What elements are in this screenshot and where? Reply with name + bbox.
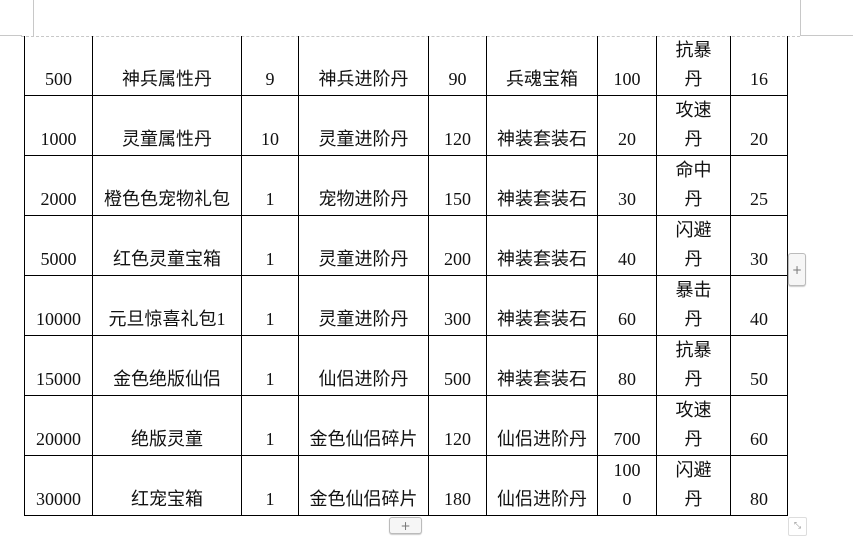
table-cell[interactable]: 神装套装石 xyxy=(486,335,598,396)
table-cell[interactable]: 1000 xyxy=(597,455,657,516)
margin-mark-top-right-v xyxy=(800,0,801,36)
table-cell[interactable]: 30 xyxy=(597,155,657,216)
table-cell[interactable]: 120 xyxy=(428,95,487,156)
data-table: 500 神兵属性丹 9 神兵进阶丹 90 兵魂宝箱 100 抗暴丹 16 1000 灵童属性丹 10 灵… xyxy=(24,36,788,516)
table-cell[interactable]: 50 xyxy=(730,335,788,396)
table-cell[interactable]: 300 xyxy=(428,275,487,336)
table-cell[interactable]: 1 xyxy=(241,215,299,276)
table-cell[interactable]: 绝版灵童 xyxy=(92,395,242,456)
table-cell[interactable]: 100 xyxy=(597,36,657,96)
table-cell[interactable]: 灵童进阶丹 xyxy=(298,95,429,156)
table-cell[interactable]: 2000 xyxy=(24,155,93,216)
table-cell[interactable]: 暴击丹 xyxy=(656,275,731,336)
table-row: 20000 绝版灵童 1 金色仙侣碎片 120 仙侣进阶丹 700 攻速丹 60 xyxy=(24,395,788,456)
table-row: 500 神兵属性丹 9 神兵进阶丹 90 兵魂宝箱 100 抗暴丹 16 xyxy=(24,36,788,96)
table-cell[interactable]: 500 xyxy=(24,36,93,96)
table-cell[interactable]: 金色绝版仙侣 xyxy=(92,335,242,396)
table-cell[interactable]: 10000 xyxy=(24,275,93,336)
plus-icon: + xyxy=(791,262,803,277)
table-cell[interactable]: 闪避丹 xyxy=(656,455,731,516)
table-cell[interactable]: 红宠宝箱 xyxy=(92,455,242,516)
table-cell[interactable]: 命中丹 xyxy=(656,155,731,216)
table-cell[interactable]: 150 xyxy=(428,155,487,216)
table-cell[interactable]: 神兵进阶丹 xyxy=(298,36,429,96)
table-cell[interactable]: 抗暴丹 xyxy=(656,36,731,96)
table-row: 30000 红宠宝箱 1 金色仙侣碎片 180 仙侣进阶丹 1000 闪避丹 80 xyxy=(24,455,788,516)
table-cell[interactable]: 1 xyxy=(241,275,299,336)
table-cell[interactable]: 仙侣进阶丹 xyxy=(298,335,429,396)
table-cell[interactable]: 抗暴丹 xyxy=(656,335,731,396)
table-cell[interactable]: 30 xyxy=(730,215,788,276)
table-resize-handle[interactable]: ⤡ xyxy=(788,517,807,536)
table-cell[interactable]: 神装套装石 xyxy=(486,155,598,216)
table-cell[interactable]: 兵魂宝箱 xyxy=(486,36,598,96)
add-row-button[interactable]: + xyxy=(389,517,422,534)
table-cell[interactable]: 仙侣进阶丹 xyxy=(486,455,598,516)
table-cell[interactable]: 元旦惊喜礼包1 xyxy=(92,275,242,336)
table-cell[interactable]: 宠物进阶丹 xyxy=(298,155,429,216)
table-cell[interactable]: 1000 xyxy=(24,95,93,156)
table-cell[interactable]: 金色仙侣碎片 xyxy=(298,395,429,456)
table-cell[interactable]: 25 xyxy=(730,155,788,216)
table-row: 2000 橙色色宠物礼包 1 宠物进阶丹 150 神装套装石 30 命中丹 25 xyxy=(24,155,788,216)
table-cell[interactable]: 120 xyxy=(428,395,487,456)
table-cell[interactable]: 15000 xyxy=(24,335,93,396)
table-cell[interactable]: 神装套装石 xyxy=(486,215,598,276)
table-cell[interactable]: 180 xyxy=(428,455,487,516)
table-cell[interactable]: 灵童进阶丹 xyxy=(298,275,429,336)
table-cell[interactable]: 攻速丹 xyxy=(656,95,731,156)
table-row: 5000 红色灵童宝箱 1 灵童进阶丹 200 神装套装石 40 闪避丹 30 xyxy=(24,215,788,276)
table-cell[interactable]: 灵童属性丹 xyxy=(92,95,242,156)
table-cell[interactable]: 80 xyxy=(730,455,788,516)
table-cell[interactable]: 1 xyxy=(241,455,299,516)
table-row: 15000 金色绝版仙侣 1 仙侣进阶丹 500 神装套装石 80 抗暴丹 50 xyxy=(24,335,788,396)
table-cell[interactable]: 灵童进阶丹 xyxy=(298,215,429,276)
table-cell[interactable]: 200 xyxy=(428,215,487,276)
table-row: 1000 灵童属性丹 10 灵童进阶丹 120 神装套装石 20 攻速丹 20 xyxy=(24,95,788,156)
table-cell[interactable]: 红色灵童宝箱 xyxy=(92,215,242,276)
table-cell[interactable]: 神兵属性丹 xyxy=(92,36,242,96)
table-cell[interactable]: 神装套装石 xyxy=(486,275,598,336)
table-cell[interactable]: 1 xyxy=(241,335,299,396)
table-cell[interactable]: 40 xyxy=(597,215,657,276)
table-cell[interactable]: 5000 xyxy=(24,215,93,276)
table-cell[interactable]: 攻速丹 xyxy=(656,395,731,456)
resize-diagonal-icon: ⤡ xyxy=(793,521,802,531)
margin-mark-top-left-h xyxy=(0,35,22,36)
table-cell[interactable]: 9 xyxy=(241,36,299,96)
table-cell[interactable]: 80 xyxy=(597,335,657,396)
table-cell[interactable]: 1 xyxy=(241,155,299,216)
table-cell[interactable]: 1 xyxy=(241,395,299,456)
table-cell[interactable]: 橙色色宠物礼包 xyxy=(92,155,242,216)
table-cell[interactable]: 10 xyxy=(241,95,299,156)
table-cell[interactable]: 16 xyxy=(730,36,788,96)
table-row: 10000 元旦惊喜礼包1 1 灵童进阶丹 300 神装套装石 60 暴击丹 40 xyxy=(24,275,788,336)
table-cell[interactable]: 60 xyxy=(597,275,657,336)
table-cell[interactable]: 30000 xyxy=(24,455,93,516)
table-cell[interactable]: 20000 xyxy=(24,395,93,456)
table-cell[interactable]: 20 xyxy=(597,95,657,156)
table-cell[interactable]: 90 xyxy=(428,36,487,96)
table-cell[interactable]: 神装套装石 xyxy=(486,95,598,156)
table-cell[interactable]: 700 xyxy=(597,395,657,456)
plus-icon: + xyxy=(400,518,411,533)
add-column-button[interactable]: + xyxy=(788,253,806,286)
table-cell[interactable]: 40 xyxy=(730,275,788,336)
table-cell[interactable]: 20 xyxy=(730,95,788,156)
table-cell[interactable]: 仙侣进阶丹 xyxy=(486,395,598,456)
table-cell[interactable]: 闪避丹 xyxy=(656,215,731,276)
table-footer-controls: + ⤡ xyxy=(24,517,807,537)
table-container: 500 神兵属性丹 9 神兵进阶丹 90 兵魂宝箱 100 抗暴丹 16 1000 灵童属性丹 10 灵… xyxy=(24,36,807,537)
margin-mark-top-right-h xyxy=(800,35,853,36)
table-cell[interactable]: 60 xyxy=(730,395,788,456)
table-cell[interactable]: 500 xyxy=(428,335,487,396)
margin-mark-top-left-v xyxy=(33,0,34,36)
table-cell[interactable]: 金色仙侣碎片 xyxy=(298,455,429,516)
